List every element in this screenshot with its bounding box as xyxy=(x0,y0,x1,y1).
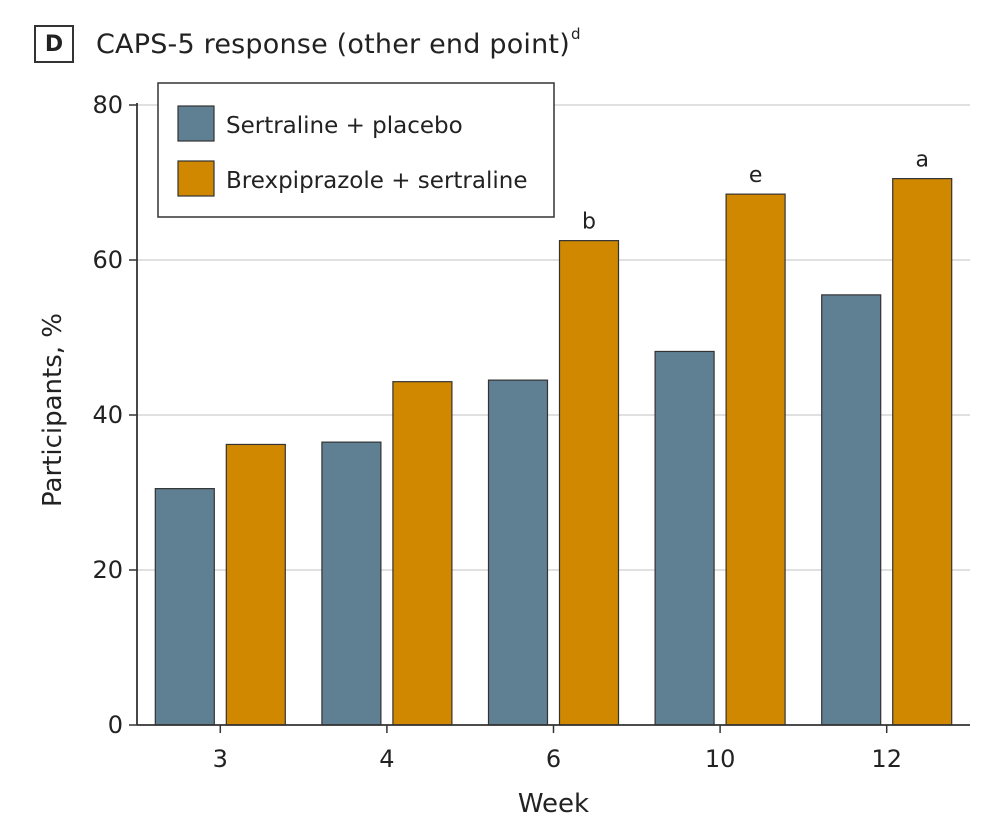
x-tick-label: 12 xyxy=(871,745,902,773)
y-tick-label: 80 xyxy=(92,91,123,119)
bar-sertraline-placebo xyxy=(154,488,215,726)
y-tick-label: 60 xyxy=(92,246,123,274)
bar-brexpiprazole-sertraline xyxy=(225,443,286,726)
x-tick-label: 10 xyxy=(705,745,736,773)
significance-label: b xyxy=(582,210,596,235)
y-axis-title: Participants, % xyxy=(38,313,68,507)
bars xyxy=(154,178,953,726)
significance-label: e xyxy=(749,163,763,188)
bar-brexpiprazole-sertraline xyxy=(392,381,453,726)
y-tick-label: 20 xyxy=(92,556,123,584)
bar-brexpiprazole-sertraline xyxy=(725,193,786,726)
y-tick-label: 40 xyxy=(92,401,123,429)
legend-swatch xyxy=(177,160,215,197)
axis-labels: 0 20 40 60 80 3 4 6 10 12 b e a Week Participants, % xyxy=(38,91,929,819)
x-tick-label: 3 xyxy=(213,745,228,773)
bar-brexpiprazole-sertraline xyxy=(892,178,953,726)
legend-box xyxy=(157,82,555,218)
chart-title: CAPS-5 response (other end point)d xyxy=(96,25,581,60)
bar-brexpiprazole-sertraline xyxy=(558,240,620,726)
chart-title-text: CAPS-5 response (other end point) xyxy=(96,28,570,60)
bar-sertraline-placebo xyxy=(321,441,382,726)
x-axis-title: Week xyxy=(518,789,589,819)
significance-label: a xyxy=(915,148,928,173)
panel-letter-badge: D xyxy=(34,25,74,63)
panel-header: D CAPS-5 response (other end point)d xyxy=(34,22,581,66)
bar-sertraline-placebo xyxy=(654,350,715,726)
x-tick-label: 4 xyxy=(379,745,394,773)
x-tick-label: 6 xyxy=(546,745,561,773)
axes xyxy=(129,103,970,733)
legend-label: Brexpiprazole + sertraline xyxy=(226,168,527,194)
legend: Sertraline + placebo Brexpiprazole + sert… xyxy=(157,82,555,218)
legend-swatch xyxy=(177,105,215,142)
bar-sertraline-placebo xyxy=(487,379,549,726)
legend-label: Sertraline + placebo xyxy=(226,113,463,139)
chart-title-footnote: d xyxy=(570,24,581,43)
bar-sertraline-placebo xyxy=(821,294,882,726)
y-tick-label: 0 xyxy=(108,711,123,739)
